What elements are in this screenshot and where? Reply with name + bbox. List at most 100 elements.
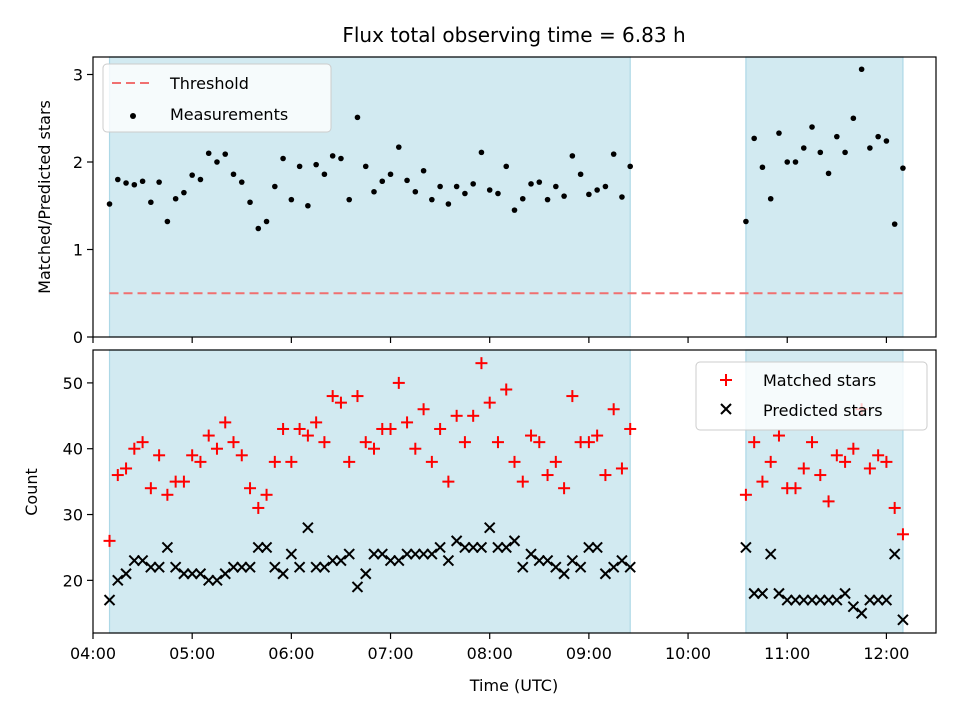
measurement-point xyxy=(784,159,791,165)
matched-star-point xyxy=(409,442,422,455)
predicted-star-point xyxy=(508,535,521,547)
measurement-point xyxy=(437,183,443,190)
ratio-panel: 0 1 2 3 Matched/Predicted stars Threshold M… xyxy=(35,56,937,347)
matched-star-point xyxy=(301,429,314,442)
measurement-point xyxy=(321,171,328,178)
predicted-star-point xyxy=(120,568,132,580)
measurement-point xyxy=(172,195,179,202)
measurement-point xyxy=(817,149,824,156)
predicted-star-point xyxy=(789,594,802,606)
matched-star-point xyxy=(186,449,199,462)
matched-star-point xyxy=(591,429,604,442)
top-legend: Threshold Measurements xyxy=(102,63,332,133)
matched-star-point xyxy=(227,436,240,449)
measurement-point xyxy=(511,207,518,213)
matched-star-point xyxy=(624,422,637,435)
predicted-star-point xyxy=(260,541,273,554)
measurement-point xyxy=(792,159,799,165)
measurement-point xyxy=(329,153,336,159)
matched-star-point xyxy=(814,469,827,482)
measurement-point xyxy=(891,221,898,227)
measurement-point xyxy=(296,163,303,170)
matched-star-point xyxy=(268,455,281,468)
measurement-point xyxy=(569,153,576,159)
legend-measurements-label: Measurements xyxy=(170,105,288,124)
predicted-star-point xyxy=(599,568,612,580)
measurement-point xyxy=(131,181,138,188)
matched-star-point xyxy=(806,436,819,449)
matched-star-point xyxy=(748,436,761,449)
measurement-point xyxy=(776,130,782,136)
predicted-star-point xyxy=(558,568,570,580)
matched-star-point xyxy=(764,455,777,468)
predicted-star-point xyxy=(318,561,331,573)
matched-star-point xyxy=(103,534,116,547)
matched-star-point xyxy=(888,501,901,514)
measurement-point xyxy=(164,218,171,225)
matched-star-point xyxy=(384,422,397,435)
predicted-star-point xyxy=(219,568,231,580)
matched-star-point xyxy=(293,422,306,435)
predicted-star-point xyxy=(756,587,769,600)
predicted-star-point xyxy=(360,568,372,580)
matched-star-point xyxy=(392,376,405,389)
predicted-star-point xyxy=(161,541,174,554)
matched-star-point xyxy=(111,469,124,482)
predicted-star-point xyxy=(326,554,339,567)
measurement-point xyxy=(602,183,609,190)
predicted-star-point xyxy=(806,594,818,606)
y-tick-label: 3 xyxy=(73,66,83,85)
matched-star-point xyxy=(830,449,843,462)
matched-star-point xyxy=(516,475,529,488)
measurement-point xyxy=(181,189,187,196)
matched-star-point xyxy=(756,475,769,488)
count-series xyxy=(103,357,909,626)
measurement-point xyxy=(553,183,559,190)
top-axes-frame xyxy=(92,56,937,338)
bottom-y-axis-label: Count xyxy=(22,468,41,516)
predicted-star-point xyxy=(244,561,256,573)
x-tick-label: 04:00 xyxy=(70,644,116,663)
x-tick-label: 05:00 xyxy=(169,644,215,663)
measurement-point xyxy=(205,150,212,157)
predicted-star-point xyxy=(550,561,562,573)
measurement-point xyxy=(900,165,906,171)
matched-star-point xyxy=(161,488,174,501)
top-y-axis-label: Matched/Predicted stars xyxy=(35,100,54,294)
predicted-star-point xyxy=(566,554,579,567)
bottom-legend: Matched stars Predicted stars xyxy=(695,361,928,431)
y-tick-label: 30 xyxy=(63,506,83,525)
matched-star-point xyxy=(252,501,265,514)
matched-star-point xyxy=(797,462,810,475)
matched-star-point xyxy=(607,403,620,416)
measurement-point xyxy=(528,181,534,187)
matched-star-point xyxy=(500,383,513,396)
bottom-y-axis: 20 30 40 50 xyxy=(63,374,93,590)
predicted-star-point xyxy=(136,554,149,567)
predicted-star-point xyxy=(624,561,636,573)
measurement-point xyxy=(346,196,353,203)
predicted-star-point xyxy=(831,594,843,606)
matched-star-point xyxy=(739,488,752,501)
matched-star-point xyxy=(120,462,133,475)
predicted-star-point xyxy=(178,568,190,580)
matched-star-point xyxy=(442,475,455,488)
matched-star-point xyxy=(177,475,190,488)
predicted-star-point xyxy=(384,554,397,567)
predicted-star-point xyxy=(450,535,463,547)
predicted-star-point xyxy=(814,594,827,606)
matched-star-point xyxy=(896,528,909,541)
matched-star-point xyxy=(491,436,504,449)
matched-star-point xyxy=(417,403,430,416)
measurement-point xyxy=(486,187,493,193)
predicted-star-point xyxy=(855,607,868,619)
predicted-star-point xyxy=(798,594,810,606)
predicted-star-point xyxy=(864,594,876,606)
matched-star-point xyxy=(541,469,554,482)
legend-matched-swatch xyxy=(720,374,732,386)
measurement-point xyxy=(412,188,419,195)
predicted-star-point xyxy=(211,574,223,587)
matched-star-point xyxy=(401,416,414,429)
legend-predicted-label: Predicted stars xyxy=(763,401,883,420)
predicted-star-point xyxy=(740,541,752,554)
